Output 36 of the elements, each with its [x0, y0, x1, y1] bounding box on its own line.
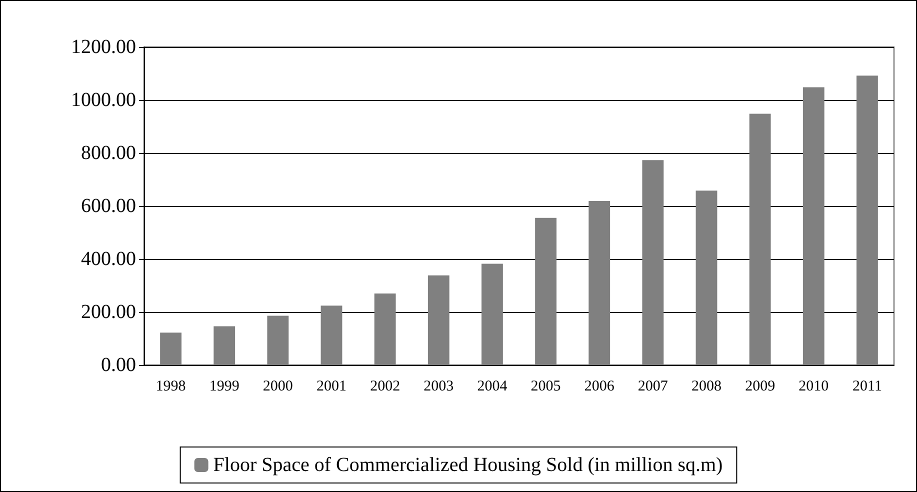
- x-tick-label: 2004: [477, 378, 508, 394]
- bar: [856, 76, 878, 365]
- bar: [320, 306, 342, 365]
- bar: [374, 293, 396, 365]
- x-tick-label: 2007: [638, 378, 668, 394]
- x-tick-label: 2011: [852, 378, 882, 394]
- x-tick-label: 1998: [156, 378, 186, 394]
- x-tick-label: 2010: [798, 378, 829, 394]
- x-tick-label: 2009: [745, 378, 776, 394]
- x-tick-label: 2008: [692, 378, 722, 394]
- x-tick-label: 2006: [584, 378, 615, 394]
- x-tick-label: 1999: [209, 378, 240, 394]
- bar: [588, 200, 610, 365]
- y-tick-label: 600.00: [81, 195, 136, 217]
- bar: [802, 87, 824, 365]
- legend-label: Floor Space of Commercialized Housing Sold (in million sq.m): [213, 454, 723, 476]
- bar: [749, 114, 771, 365]
- y-tick-label: 1200.00: [71, 36, 136, 58]
- y-tick-label: 800.00: [81, 142, 136, 164]
- x-tick-label: 2003: [424, 378, 454, 394]
- y-tick-label: 400.00: [81, 248, 136, 270]
- bar: [535, 218, 556, 365]
- bar: [428, 275, 450, 365]
- y-tick-label: 1000.00: [71, 89, 136, 111]
- x-tick-label: 2005: [530, 378, 561, 394]
- x-tick-label: 2000: [262, 378, 293, 394]
- bar: [642, 160, 664, 365]
- bar: [696, 190, 718, 365]
- x-tick-label: 2002: [370, 378, 400, 394]
- bar: [482, 264, 503, 365]
- y-tick-label: 200.00: [81, 301, 136, 323]
- bar: [267, 316, 289, 365]
- bar: [160, 332, 182, 365]
- bar: [214, 326, 236, 365]
- x-tick-label: 2001: [316, 378, 346, 394]
- y-tick-label: 0.00: [101, 354, 136, 376]
